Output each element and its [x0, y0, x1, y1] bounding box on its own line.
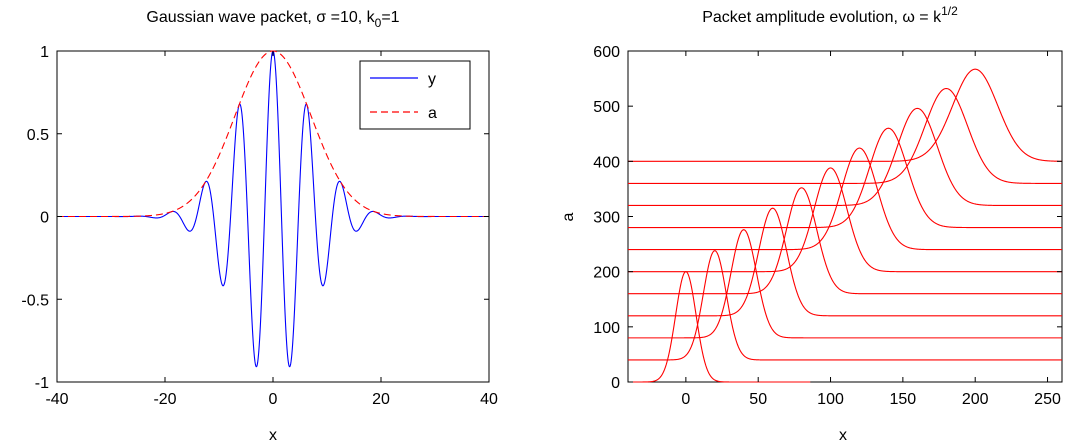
x-tick-label: 40 — [480, 391, 498, 408]
y-tick-label: 0 — [40, 210, 49, 227]
x-tick-label: 50 — [749, 391, 767, 408]
amplitude-evolution-chart: Packet amplitude evolution, ω = k1/2 0 50… — [560, 4, 1063, 444]
series-line — [628, 167, 1062, 273]
y-tick-label: 400 — [593, 154, 620, 171]
wave-packet-chart: Gaussian wave packet, σ =10, k0=1 -40 -20… — [21, 9, 498, 444]
x-tick-label: 20 — [372, 391, 390, 408]
series-line — [628, 187, 1062, 295]
legend-box — [359, 60, 471, 130]
x-tick-label: 150 — [890, 391, 917, 408]
chart-title: Gaussian wave packet, σ =10, k0=1 — [146, 9, 399, 30]
x-axis-label: x — [839, 427, 847, 444]
y-tick-label: 300 — [593, 210, 620, 227]
x-tick-label: -40 — [45, 391, 68, 408]
y-tick-label: -0.5 — [21, 292, 49, 309]
y-axis-label: a — [560, 212, 577, 221]
series-line — [628, 271, 811, 383]
legend-label-y: y — [428, 71, 436, 88]
legend-label-a: a — [428, 105, 437, 122]
series-line — [628, 229, 1062, 339]
x-tick-label: 0 — [269, 391, 278, 408]
series-line — [628, 107, 1062, 207]
series-line — [628, 250, 1062, 361]
series-line — [628, 87, 1062, 184]
x-axis-label: x — [269, 427, 277, 444]
y-tick-label: 500 — [593, 99, 620, 116]
x-tick-label: 250 — [1034, 391, 1061, 408]
y-tick-label: 0.5 — [27, 127, 49, 144]
series-line — [628, 68, 1063, 162]
series-line — [628, 207, 1062, 317]
plot-frame — [627, 50, 1063, 383]
y-tick-label: 200 — [593, 265, 620, 282]
x-tick-label: 100 — [817, 391, 844, 408]
x-tick-label: 200 — [962, 391, 989, 408]
y-tick-label: -1 — [35, 375, 49, 392]
x-tick-label: 0 — [681, 391, 690, 408]
y-tick-label: 1 — [40, 44, 49, 61]
series-line — [628, 127, 1062, 229]
y-tick-label: 0 — [611, 375, 620, 392]
series-line — [628, 147, 1062, 251]
y-tick-label: 100 — [593, 320, 620, 337]
x-tick-label: -20 — [153, 391, 176, 408]
legend: y a — [359, 60, 471, 130]
y-tick-label: 600 — [593, 44, 620, 61]
chart-title: Packet amplitude evolution, ω = k1/2 — [702, 4, 958, 26]
